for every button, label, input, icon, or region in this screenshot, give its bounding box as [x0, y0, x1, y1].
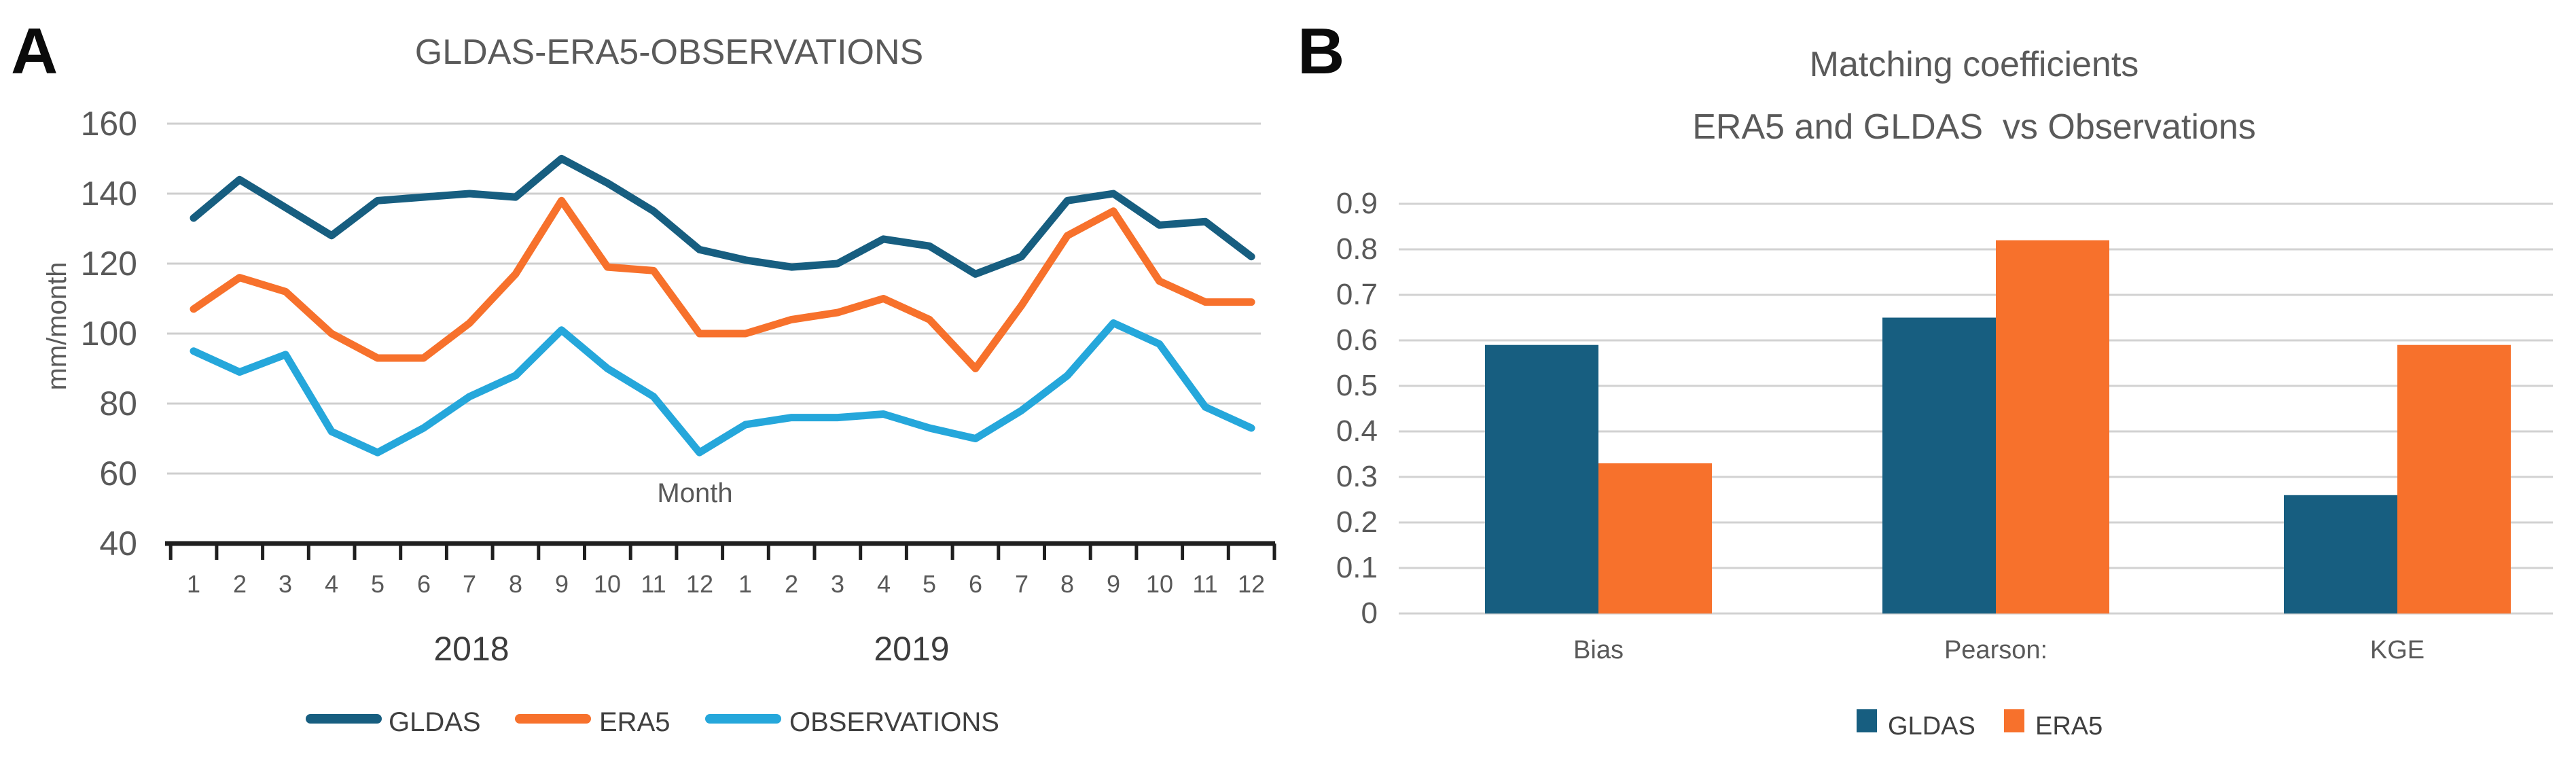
month-label: 6 [968, 570, 983, 598]
y-tick-label: 160 [80, 105, 137, 143]
legend-label-gldas: GLDAS [389, 707, 481, 737]
month-label: 11 [1192, 570, 1218, 598]
b-y-tick-label: 0.4 [1336, 414, 1378, 448]
legend-swatch-gldas [306, 714, 382, 724]
series-line-era5 [190, 196, 1255, 372]
b-legend-label-gldas: GLDAS [1888, 712, 1975, 741]
month-label: 9 [554, 570, 569, 598]
panel-b-title-line1: Matching coefficients [1809, 45, 2139, 84]
month-label: 7 [462, 570, 477, 598]
series-line-observations [190, 319, 1255, 457]
b-y-tick-label: 0.8 [1336, 232, 1378, 266]
panel-a-label: A [11, 15, 58, 88]
y-tick-label: 80 [99, 385, 137, 423]
month-label: 3 [278, 570, 293, 598]
b-y-tick-label: 0.6 [1336, 323, 1378, 357]
panel-b-label: B [1298, 15, 1345, 88]
bar-bias-gldas [1485, 344, 1598, 613]
b-y-tick-label: 0 [1361, 597, 1378, 630]
b-y-tick-label: 0.3 [1336, 460, 1378, 493]
panel-a-title: GLDAS-ERA5-OBSERVATIONS [414, 33, 924, 72]
panel-a: A GLDAS-ERA5-OBSERVATIONS mm/month 160 14… [11, 15, 1276, 737]
month-label: 7 [1014, 570, 1029, 598]
b-category-label: Pearson: [1944, 636, 2048, 664]
b-y-tick-label: 0.7 [1336, 278, 1378, 311]
b-legend-label-era5: ERA5 [2035, 712, 2103, 741]
x-axis-title: Month [657, 478, 733, 508]
b-y-tick-label: 0.9 [1336, 187, 1378, 220]
panel-b-title-line2: ERA5 and GLDAS vs Observations [1692, 107, 2256, 147]
bar-bias-era5 [1598, 463, 1712, 613]
line-chart [165, 122, 1276, 560]
month-label: 6 [416, 570, 431, 598]
bar-pearson-era5 [1996, 240, 2109, 614]
month-label: 1 [186, 570, 201, 598]
month-label: 10 [1145, 570, 1174, 598]
month-label: 2 [784, 570, 799, 598]
b-y-tick-label: 0.1 [1336, 551, 1378, 584]
bar-chart [1399, 202, 2553, 615]
month-label: 12 [685, 570, 714, 598]
month-label: 5 [370, 570, 385, 598]
month-label: 5 [922, 570, 937, 598]
legend-swatch-era5 [515, 714, 591, 724]
y-tick-label: 60 [99, 455, 137, 493]
b-y-tick-label: 0.5 [1336, 369, 1378, 402]
month-label: 8 [1060, 570, 1075, 598]
month-label: 4 [324, 570, 339, 598]
legend-swatch-observations [705, 714, 781, 724]
month-label: 8 [508, 570, 523, 598]
bar-kge-era5 [2397, 344, 2511, 613]
month-label: 9 [1106, 570, 1121, 598]
legend-label-observations: OBSERVATIONS [789, 707, 999, 737]
b-legend-swatch-era5 [2004, 709, 2024, 732]
month-label: 3 [830, 570, 845, 598]
y-tick-label: 140 [80, 175, 137, 213]
month-label: 4 [876, 570, 891, 598]
year-label-2019: 2019 [874, 630, 950, 668]
y-tick-label: 100 [80, 315, 137, 353]
b-legend-swatch-gldas [1857, 709, 1877, 732]
month-label: 11 [641, 570, 666, 598]
b-category-label: KGE [2369, 636, 2425, 664]
b-y-tick-label: 0.2 [1336, 505, 1378, 539]
month-label: 1 [738, 570, 753, 598]
year-label-2018: 2018 [433, 630, 509, 668]
y-tick-label: 40 [99, 524, 137, 563]
panel-b: B Matching coefficients ERA5 and GLDAS v… [1288, 0, 2576, 765]
legend-label-era5: ERA5 [599, 707, 670, 737]
bar-kge-gldas [2284, 495, 2397, 613]
month-label: 2 [232, 570, 247, 598]
y-tick-label: 120 [80, 245, 137, 283]
month-label: 12 [1237, 570, 1266, 598]
series-line-gldas [190, 155, 1255, 278]
b-category-label: Bias [1573, 636, 1624, 664]
month-label: 10 [593, 570, 622, 598]
bar-pearson-gldas [1882, 317, 1996, 613]
